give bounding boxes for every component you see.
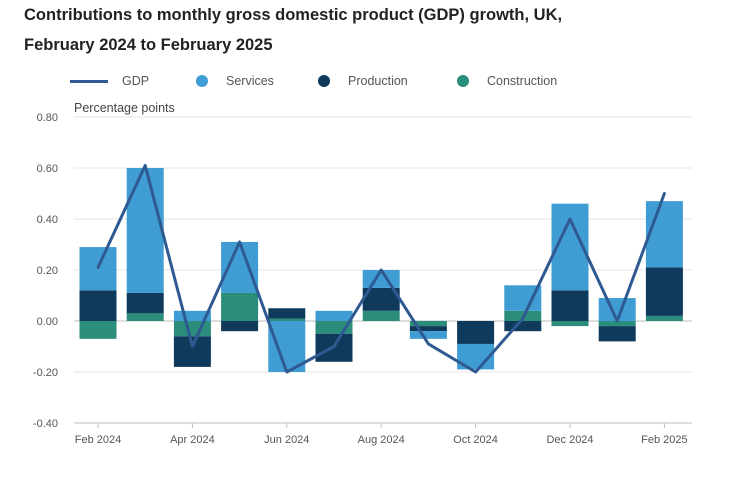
legend-label-construction: Construction — [487, 74, 558, 88]
bar-production — [221, 321, 259, 332]
bar-production — [79, 290, 117, 321]
legend-label-production: Production — [348, 74, 408, 88]
bar-production — [457, 321, 495, 344]
services-swatch — [196, 75, 208, 87]
x-tick-label: Dec 2024 — [546, 434, 593, 446]
bar-services — [315, 310, 353, 321]
y-tick-label: 0.60 — [37, 163, 58, 175]
chart-title-line-2: February 2024 to February 2025 — [24, 36, 273, 54]
y-tick-label: -0.40 — [33, 418, 58, 430]
x-tick-label: Feb 2025 — [641, 434, 687, 446]
x-tick-label: Oct 2024 — [453, 434, 498, 446]
y-ticks: 0.80 0.60 0.40 0.20 0.00 -0.20 -0.40 — [33, 112, 58, 430]
bar-construction — [268, 318, 306, 321]
y-tick-label: 0.00 — [37, 316, 58, 328]
bar-construction — [221, 292, 259, 321]
bar-production — [504, 321, 542, 332]
bar-services — [268, 321, 306, 372]
bar-services — [409, 331, 447, 339]
chart-title-line-1: Contributions to monthly gross domestic … — [24, 6, 563, 24]
x-tick-label: Apr 2024 — [170, 434, 215, 446]
y-tick-label: 0.20 — [37, 265, 58, 277]
bar-construction — [598, 321, 636, 327]
bar-production — [645, 267, 683, 316]
bar-construction — [126, 313, 164, 321]
legend-item-production: Production — [318, 74, 408, 88]
gdp-line — [96, 163, 666, 374]
bar-services — [173, 310, 211, 321]
x-tick-label: Jun 2024 — [264, 434, 309, 446]
legend-item-gdp: GDP — [70, 74, 149, 88]
y-tick-label: 0.80 — [37, 112, 58, 124]
bar-production — [362, 287, 400, 311]
bar-construction — [173, 321, 211, 337]
construction-swatch — [457, 75, 469, 87]
bar-production — [551, 290, 589, 321]
legend-label-services: Services — [226, 74, 274, 88]
bar-construction — [409, 321, 447, 327]
x-ticks: Feb 2024 Apr 2024 Jun 2024 Aug 2024 Oct 2024… — [74, 422, 692, 446]
bar-production — [268, 308, 306, 319]
y-tick-label: 0.40 — [37, 214, 58, 226]
bar-construction — [79, 321, 117, 339]
y-tick-label: -0.20 — [33, 367, 58, 379]
bar-production — [409, 326, 447, 332]
bar-production — [126, 292, 164, 314]
gdp-line-layer — [96, 163, 666, 374]
bar-construction — [551, 321, 589, 327]
bar-construction — [362, 310, 400, 321]
bar-production — [598, 326, 636, 342]
legend-item-services: Services — [196, 74, 274, 88]
x-tick-label: Feb 2024 — [75, 434, 121, 446]
legend-item-construction: Construction — [457, 74, 557, 88]
legend-label-gdp: GDP — [122, 74, 150, 88]
y-axis-label: Percentage points — [74, 101, 175, 115]
production-swatch — [318, 75, 330, 87]
gdp-line-swatch — [70, 79, 108, 83]
bar-services — [645, 201, 683, 268]
bar-services — [126, 168, 164, 293]
bar-construction — [645, 315, 683, 321]
x-tick-label: Aug 2024 — [358, 434, 405, 446]
